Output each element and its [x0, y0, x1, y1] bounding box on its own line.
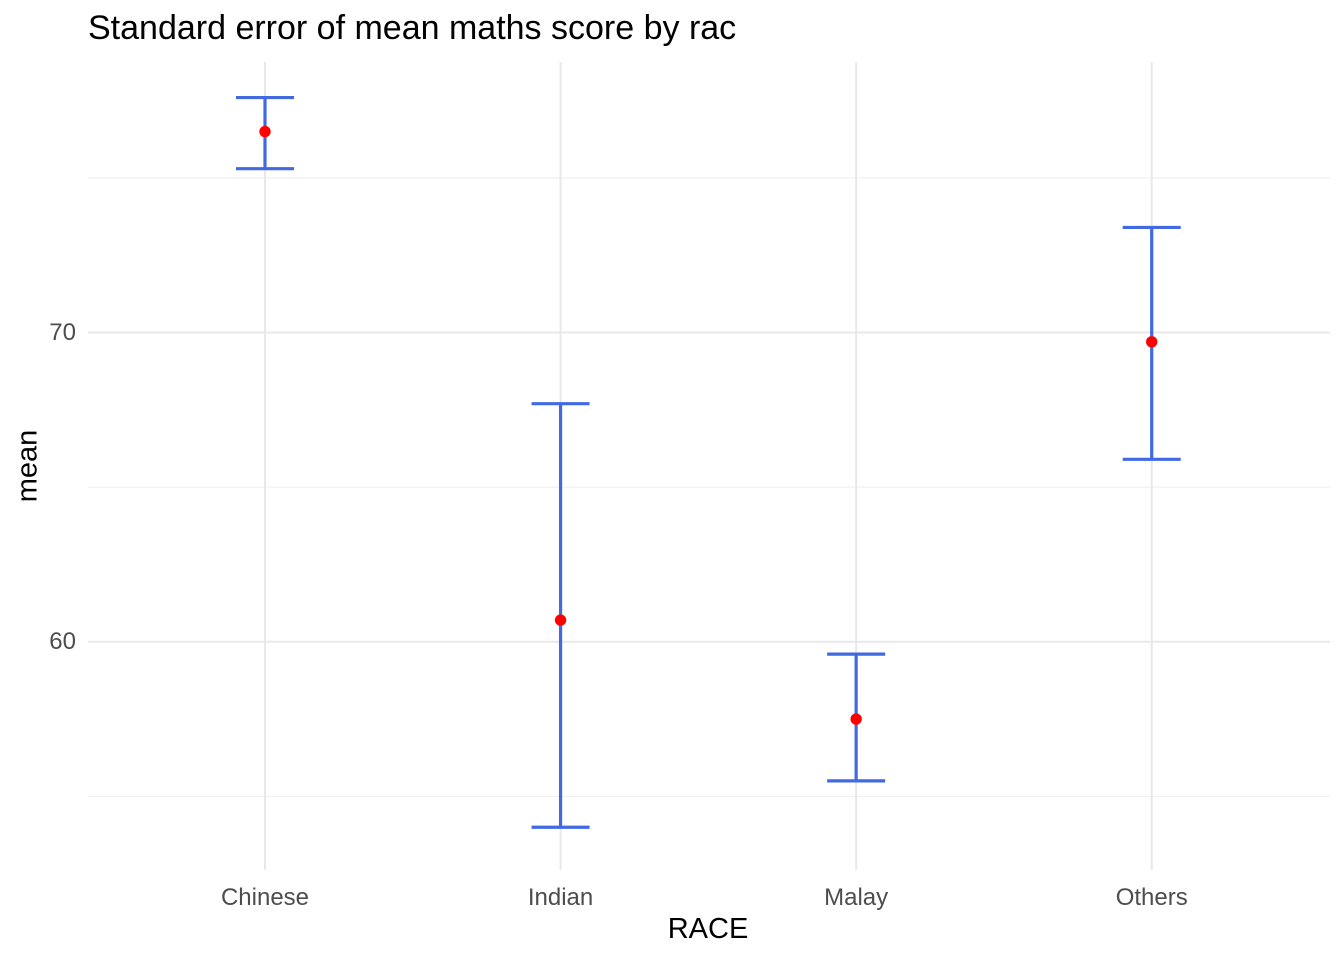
mean-point-Chinese	[259, 125, 271, 138]
x-tick-label-Malay: Malay	[824, 884, 889, 911]
x-tick-label-Chinese: Chinese	[220, 884, 310, 911]
mean-point-Others	[1146, 336, 1158, 348]
mean-point-Malay	[850, 713, 862, 725]
y-tick-label-70: 70	[49, 318, 76, 346]
y-tick-label-60: 60	[49, 627, 76, 655]
mean-point-Indian	[554, 614, 567, 626]
x-tick-label-Others: Others	[1115, 884, 1188, 911]
x-tick-label-Indian: Indian	[527, 884, 594, 911]
x-axis-title: RACE	[667, 913, 749, 945]
chart-title: Standard error of mean maths score by ra…	[88, 9, 737, 47]
